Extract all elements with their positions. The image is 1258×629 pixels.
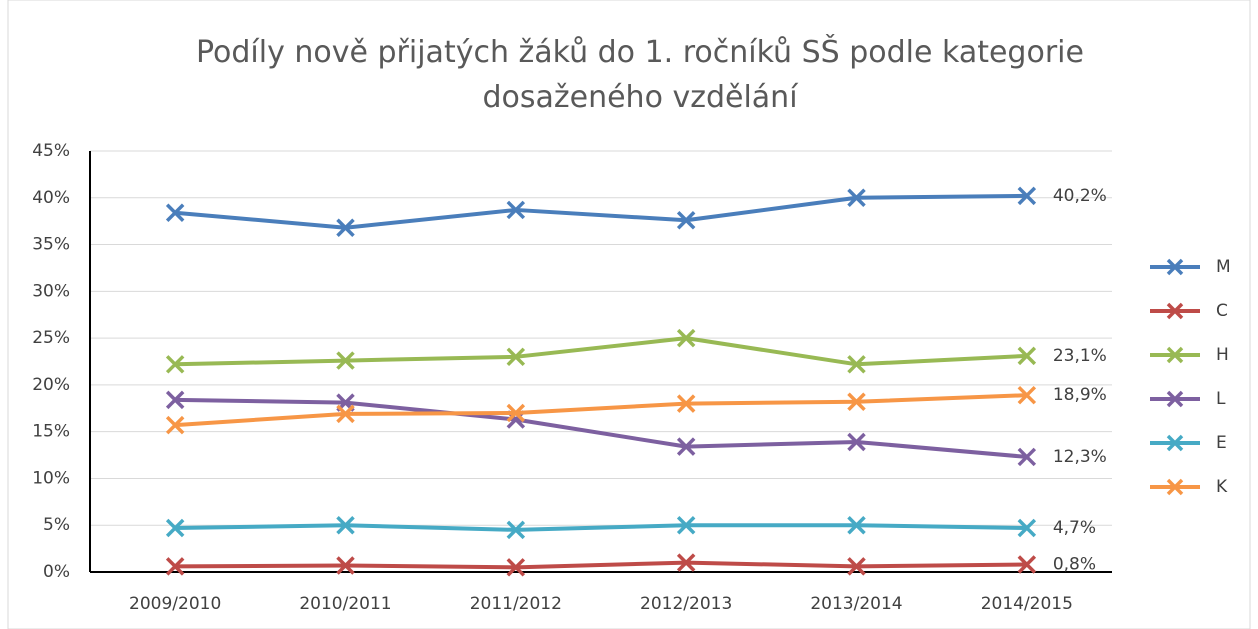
x-tick-label: 2009/2010 bbox=[129, 594, 221, 614]
x-tick-label: 2014/2015 bbox=[981, 594, 1073, 614]
marker bbox=[506, 403, 526, 423]
marker bbox=[165, 203, 185, 222]
legend-marker bbox=[1166, 478, 1184, 496]
marker bbox=[336, 218, 355, 237]
y-tick-label: 30% bbox=[32, 281, 70, 301]
y-tick-label: 45% bbox=[32, 141, 70, 161]
data-label: 0,8% bbox=[1053, 555, 1096, 575]
marker bbox=[1017, 518, 1037, 538]
legend-label: E bbox=[1216, 433, 1227, 453]
legend-label: C bbox=[1216, 301, 1228, 321]
x-tick-label: 2011/2012 bbox=[470, 594, 562, 614]
data-label: 12,3% bbox=[1053, 447, 1107, 467]
marker bbox=[165, 390, 185, 410]
marker bbox=[1017, 346, 1037, 366]
marker bbox=[506, 558, 526, 577]
legend-marker bbox=[1166, 346, 1184, 364]
y-tick-label: 40% bbox=[32, 188, 70, 208]
marker bbox=[165, 415, 185, 435]
data-label: 4,7% bbox=[1053, 518, 1096, 538]
legend-marker bbox=[1166, 390, 1184, 408]
marker bbox=[506, 520, 526, 540]
marker bbox=[1017, 186, 1037, 206]
marker bbox=[336, 556, 355, 575]
y-tick-label: 20% bbox=[32, 375, 70, 395]
marker bbox=[506, 200, 526, 220]
series-line bbox=[175, 336, 1027, 367]
marker bbox=[676, 210, 696, 230]
marker bbox=[676, 437, 696, 456]
series-line bbox=[175, 560, 1027, 570]
chart-title: Podíly nově přijatých žáků do 1. ročníků… bbox=[196, 35, 1084, 115]
marker bbox=[165, 557, 185, 576]
marker bbox=[676, 553, 696, 572]
marker bbox=[506, 347, 526, 367]
y-tick-label: 0% bbox=[43, 562, 70, 582]
legend-label: L bbox=[1216, 389, 1226, 409]
data-label: 18,9% bbox=[1053, 385, 1107, 405]
y-tick-label: 35% bbox=[32, 235, 70, 255]
x-tick-label: 2012/2013 bbox=[640, 594, 732, 614]
x-tick-label: 2010/2011 bbox=[299, 594, 391, 614]
marker bbox=[676, 328, 696, 348]
marker bbox=[165, 355, 185, 374]
marker bbox=[165, 518, 185, 538]
legend-label: H bbox=[1216, 345, 1229, 365]
data-label: 23,1% bbox=[1053, 346, 1107, 366]
marker bbox=[847, 355, 866, 374]
series-line bbox=[175, 397, 1028, 459]
legend-marker bbox=[1166, 434, 1184, 452]
x-tick-label: 2013/2014 bbox=[810, 594, 902, 614]
series-line bbox=[174, 193, 1027, 230]
marker bbox=[1017, 447, 1037, 467]
data-label: 40,2% bbox=[1053, 186, 1107, 206]
marker bbox=[1017, 385, 1037, 405]
marker bbox=[1017, 555, 1037, 574]
marker bbox=[336, 404, 355, 424]
legend-marker bbox=[1166, 302, 1184, 320]
y-tick-label: 25% bbox=[32, 328, 70, 348]
legend-label: K bbox=[1216, 477, 1228, 497]
marker bbox=[847, 432, 866, 452]
marker bbox=[847, 392, 866, 411]
series-line bbox=[175, 393, 1027, 428]
marker bbox=[336, 515, 355, 535]
chart-border bbox=[7, 0, 1251, 629]
y-tick-label: 5% bbox=[43, 515, 70, 535]
marker bbox=[676, 515, 696, 535]
legend-marker bbox=[1166, 258, 1184, 276]
marker bbox=[847, 557, 866, 576]
y-tick-label: 10% bbox=[32, 468, 70, 488]
legend-label: M bbox=[1216, 257, 1231, 277]
y-tick-label: 15% bbox=[32, 422, 70, 442]
series-line bbox=[175, 523, 1027, 532]
marker bbox=[847, 515, 866, 535]
marker bbox=[847, 188, 866, 208]
marker bbox=[676, 394, 696, 413]
marker bbox=[336, 351, 355, 370]
